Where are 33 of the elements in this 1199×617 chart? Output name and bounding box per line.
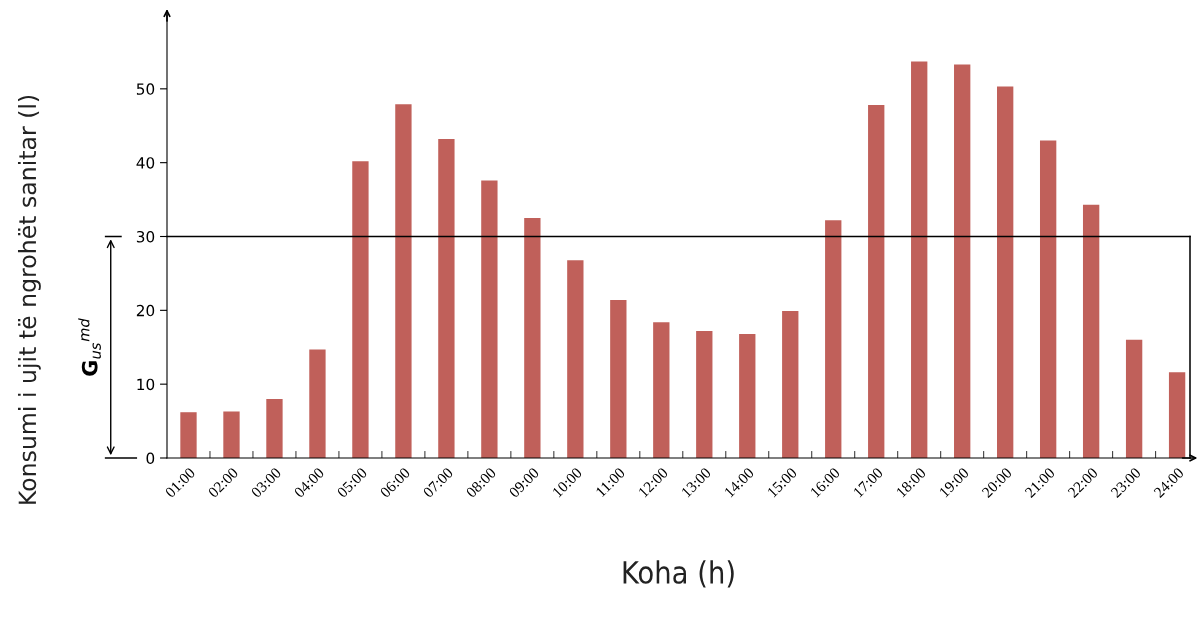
- bar: [825, 220, 842, 458]
- bar: [739, 333, 756, 458]
- bar: [395, 104, 412, 458]
- bar: [481, 180, 498, 458]
- y-tick-label: 20: [136, 304, 155, 317]
- y-axis-title: Konsumi i ujit të ngrohët sanitar (l): [17, 95, 41, 504]
- bar: [1039, 140, 1057, 458]
- bar: [266, 398, 283, 458]
- y-tick-label: 10: [137, 378, 155, 391]
- y-tick-label: 30: [136, 230, 155, 243]
- bar: [438, 139, 455, 458]
- x-axis-title: Koha (h): [623, 560, 734, 588]
- ref-line-label: G$_{us}$$^{md}$: [78, 318, 101, 376]
- bar: [911, 61, 928, 458]
- bar: [352, 161, 369, 458]
- bar: [1082, 204, 1100, 458]
- bar: [180, 412, 197, 458]
- bar: [653, 322, 670, 458]
- bar: [782, 311, 799, 458]
- bar: [954, 64, 971, 458]
- bar: [997, 86, 1014, 458]
- bar: [223, 411, 240, 458]
- bar: [868, 105, 885, 458]
- bar: [1125, 339, 1143, 458]
- bar: [567, 260, 584, 458]
- bar: [524, 218, 541, 458]
- bar: [610, 300, 627, 458]
- y-tick-label: 40: [136, 157, 155, 169]
- bar: [309, 349, 326, 458]
- bar: [696, 331, 713, 458]
- y-tick-label: 0: [146, 452, 155, 465]
- y-tick-label: 50: [136, 83, 155, 95]
- bar: [1168, 372, 1186, 458]
